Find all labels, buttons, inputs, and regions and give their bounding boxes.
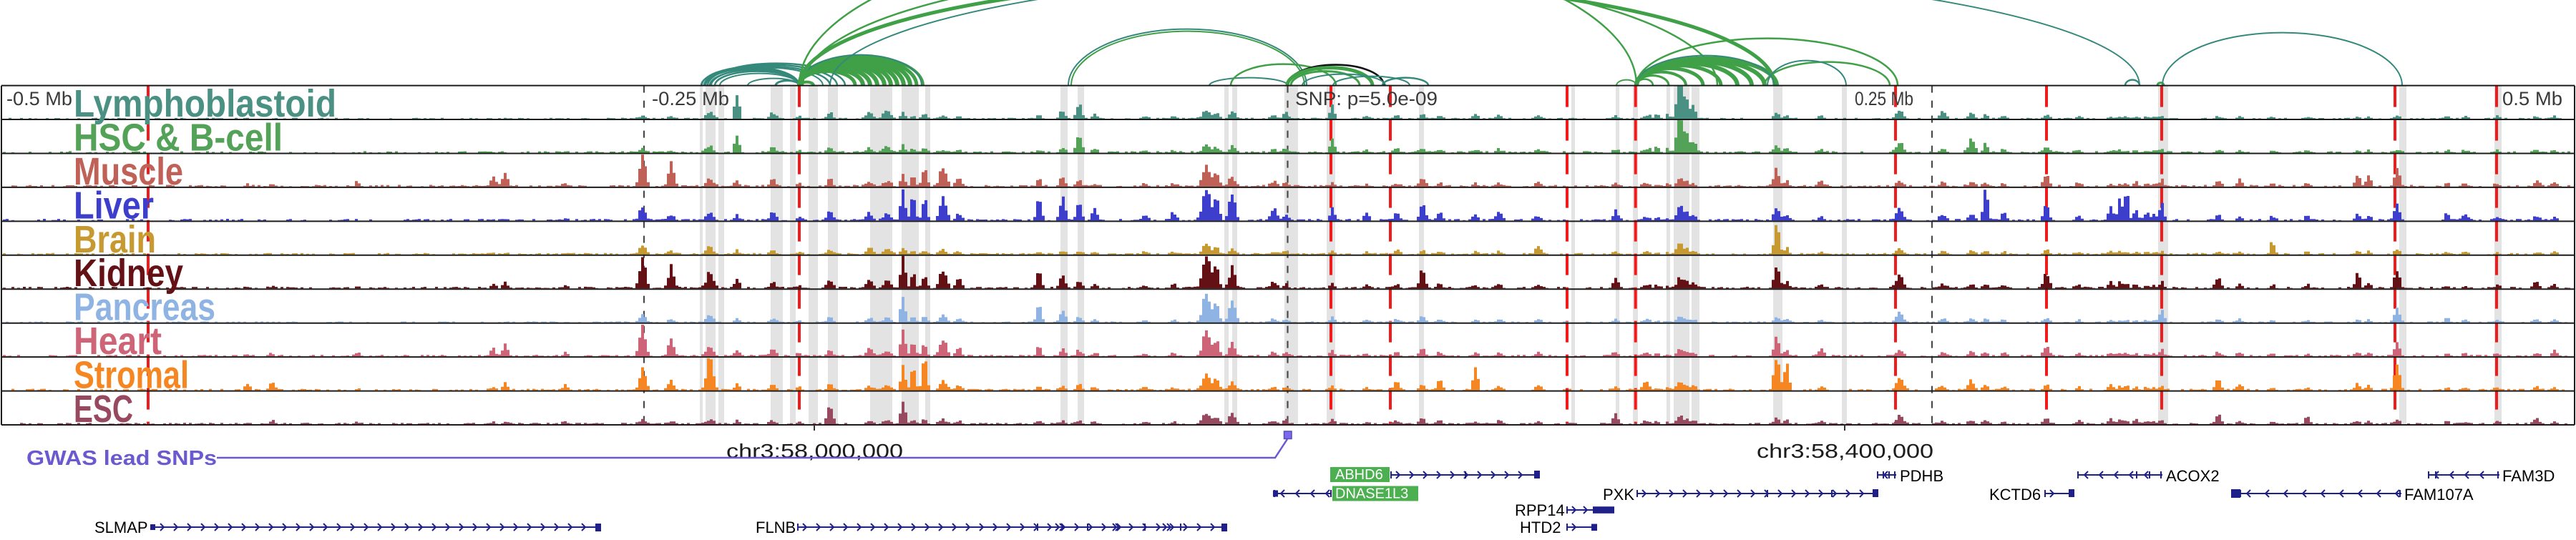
svg-text:Pancreas: Pancreas (74, 286, 215, 329)
svg-text:-0.25 Mb: -0.25 Mb (652, 88, 729, 109)
svg-text:-0.5 Mb: -0.5 Mb (6, 88, 72, 109)
svg-text:RPP14: RPP14 (1515, 501, 1565, 519)
svg-text:chr3:58,000,000: chr3:58,000,000 (726, 440, 903, 462)
svg-text:Lymphoblastoid: Lymphoblastoid (74, 82, 336, 125)
svg-text:SNP: p=5.0e-09: SNP: p=5.0e-09 (1295, 88, 1438, 109)
svg-text:ACOX2: ACOX2 (2166, 467, 2220, 485)
svg-text:HSC & B-cell: HSC & B-cell (74, 117, 283, 159)
svg-text:DNASE1L3: DNASE1L3 (1335, 486, 1408, 502)
svg-text:FLNB: FLNB (756, 519, 796, 536)
svg-text:chr3:58,400,000: chr3:58,400,000 (1757, 440, 1933, 462)
svg-text:FAM107A: FAM107A (2404, 486, 2474, 504)
svg-text:PDHB: PDHB (1900, 467, 1943, 485)
svg-text:KCTD6: KCTD6 (1989, 486, 2041, 504)
svg-text:FAM3D: FAM3D (2502, 467, 2555, 485)
svg-text:0.5 Mb: 0.5 Mb (2502, 88, 2562, 109)
svg-text:ESC: ESC (74, 388, 133, 431)
svg-text:GWAS lead SNPs: GWAS lead SNPs (26, 447, 217, 470)
svg-text:Stromal: Stromal (74, 354, 189, 397)
svg-text:Brain: Brain (74, 218, 156, 261)
svg-text:0.25 Mb: 0.25 Mb (1855, 88, 1913, 109)
svg-text:HTD2: HTD2 (1520, 519, 1561, 536)
svg-text:Liver: Liver (74, 184, 154, 227)
svg-text:Muscle: Muscle (74, 150, 183, 193)
svg-text:SLMAP: SLMAP (94, 519, 148, 536)
svg-text:Heart: Heart (74, 320, 162, 363)
svg-text:Kidney: Kidney (74, 252, 183, 295)
svg-text:ABHD6: ABHD6 (1335, 467, 1383, 483)
svg-text:PXK: PXK (1603, 486, 1634, 504)
